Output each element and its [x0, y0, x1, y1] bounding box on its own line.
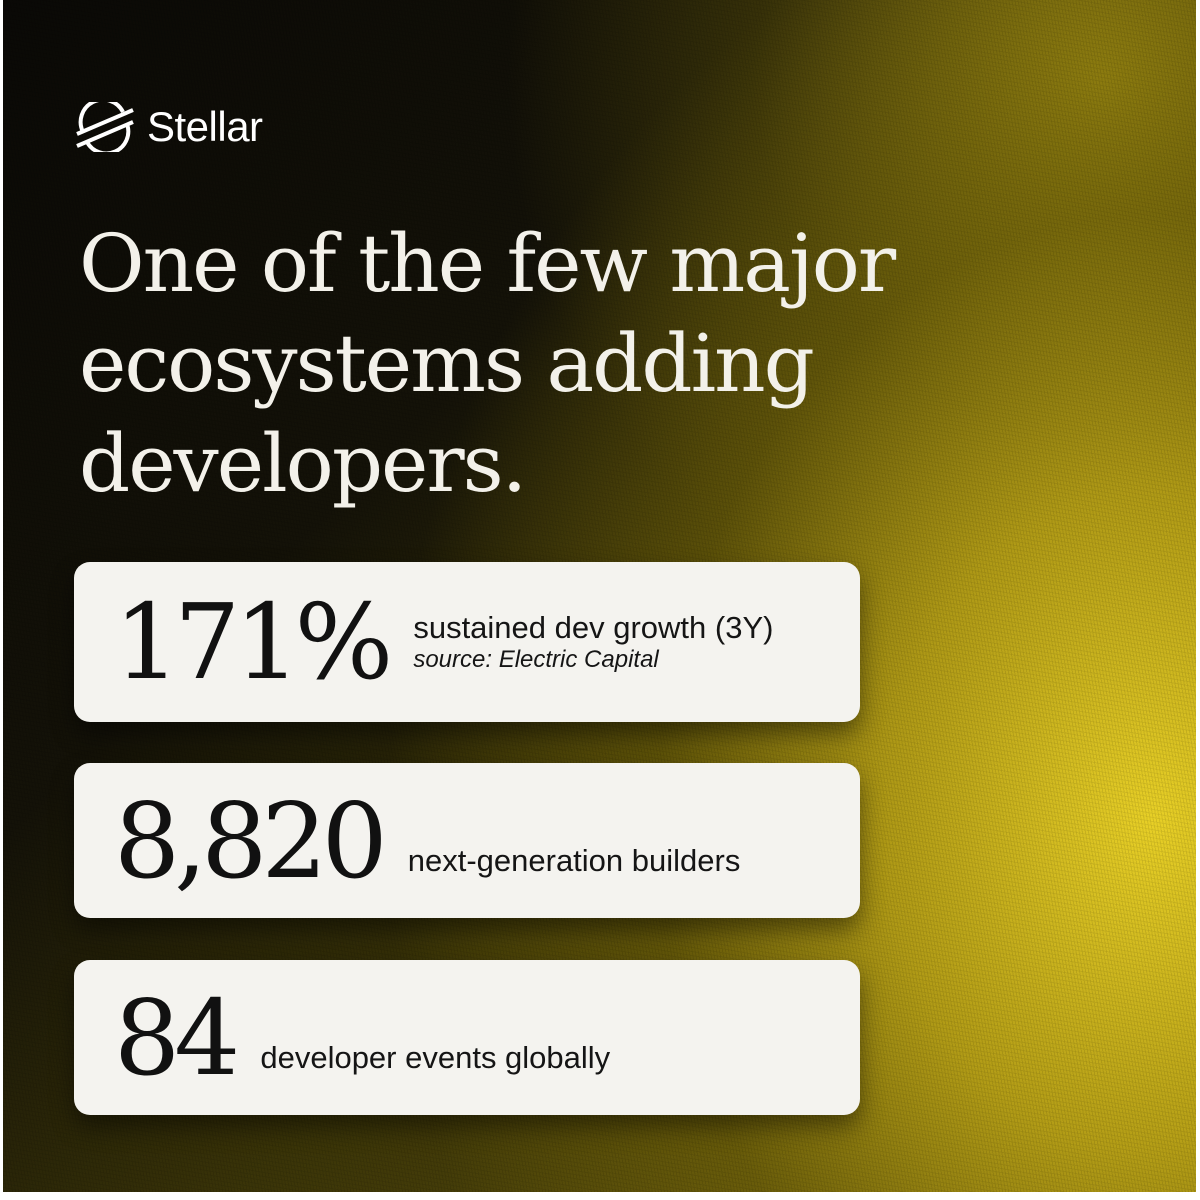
headline: One of the few major ecosystems adding d… [79, 217, 896, 510]
brand-logo: Stellar [75, 102, 263, 152]
brand-name: Stellar [147, 103, 263, 150]
stat-card-events: 84 developer events globally [74, 960, 860, 1115]
stellar-logo-icon [76, 102, 134, 152]
stat-label: developer events globally [260, 1039, 611, 1075]
stat-label: sustained dev growth (3Y) [413, 610, 774, 645]
stat-value: 171% [114, 581, 393, 703]
stat-label: next-generation builders [407, 842, 741, 878]
stat-value: 8,820 [114, 779, 388, 902]
stat-value: 84 [114, 976, 240, 1099]
stat-card-builders: 8,820 next-generation builders [74, 763, 860, 918]
stat-source: source: Electric Capital [413, 646, 659, 673]
stat-card-growth: 171% sustained dev growth (3Y) source: E… [74, 562, 860, 722]
graphic-canvas: Stellar One of the few major ecosystems … [3, 0, 1196, 1192]
